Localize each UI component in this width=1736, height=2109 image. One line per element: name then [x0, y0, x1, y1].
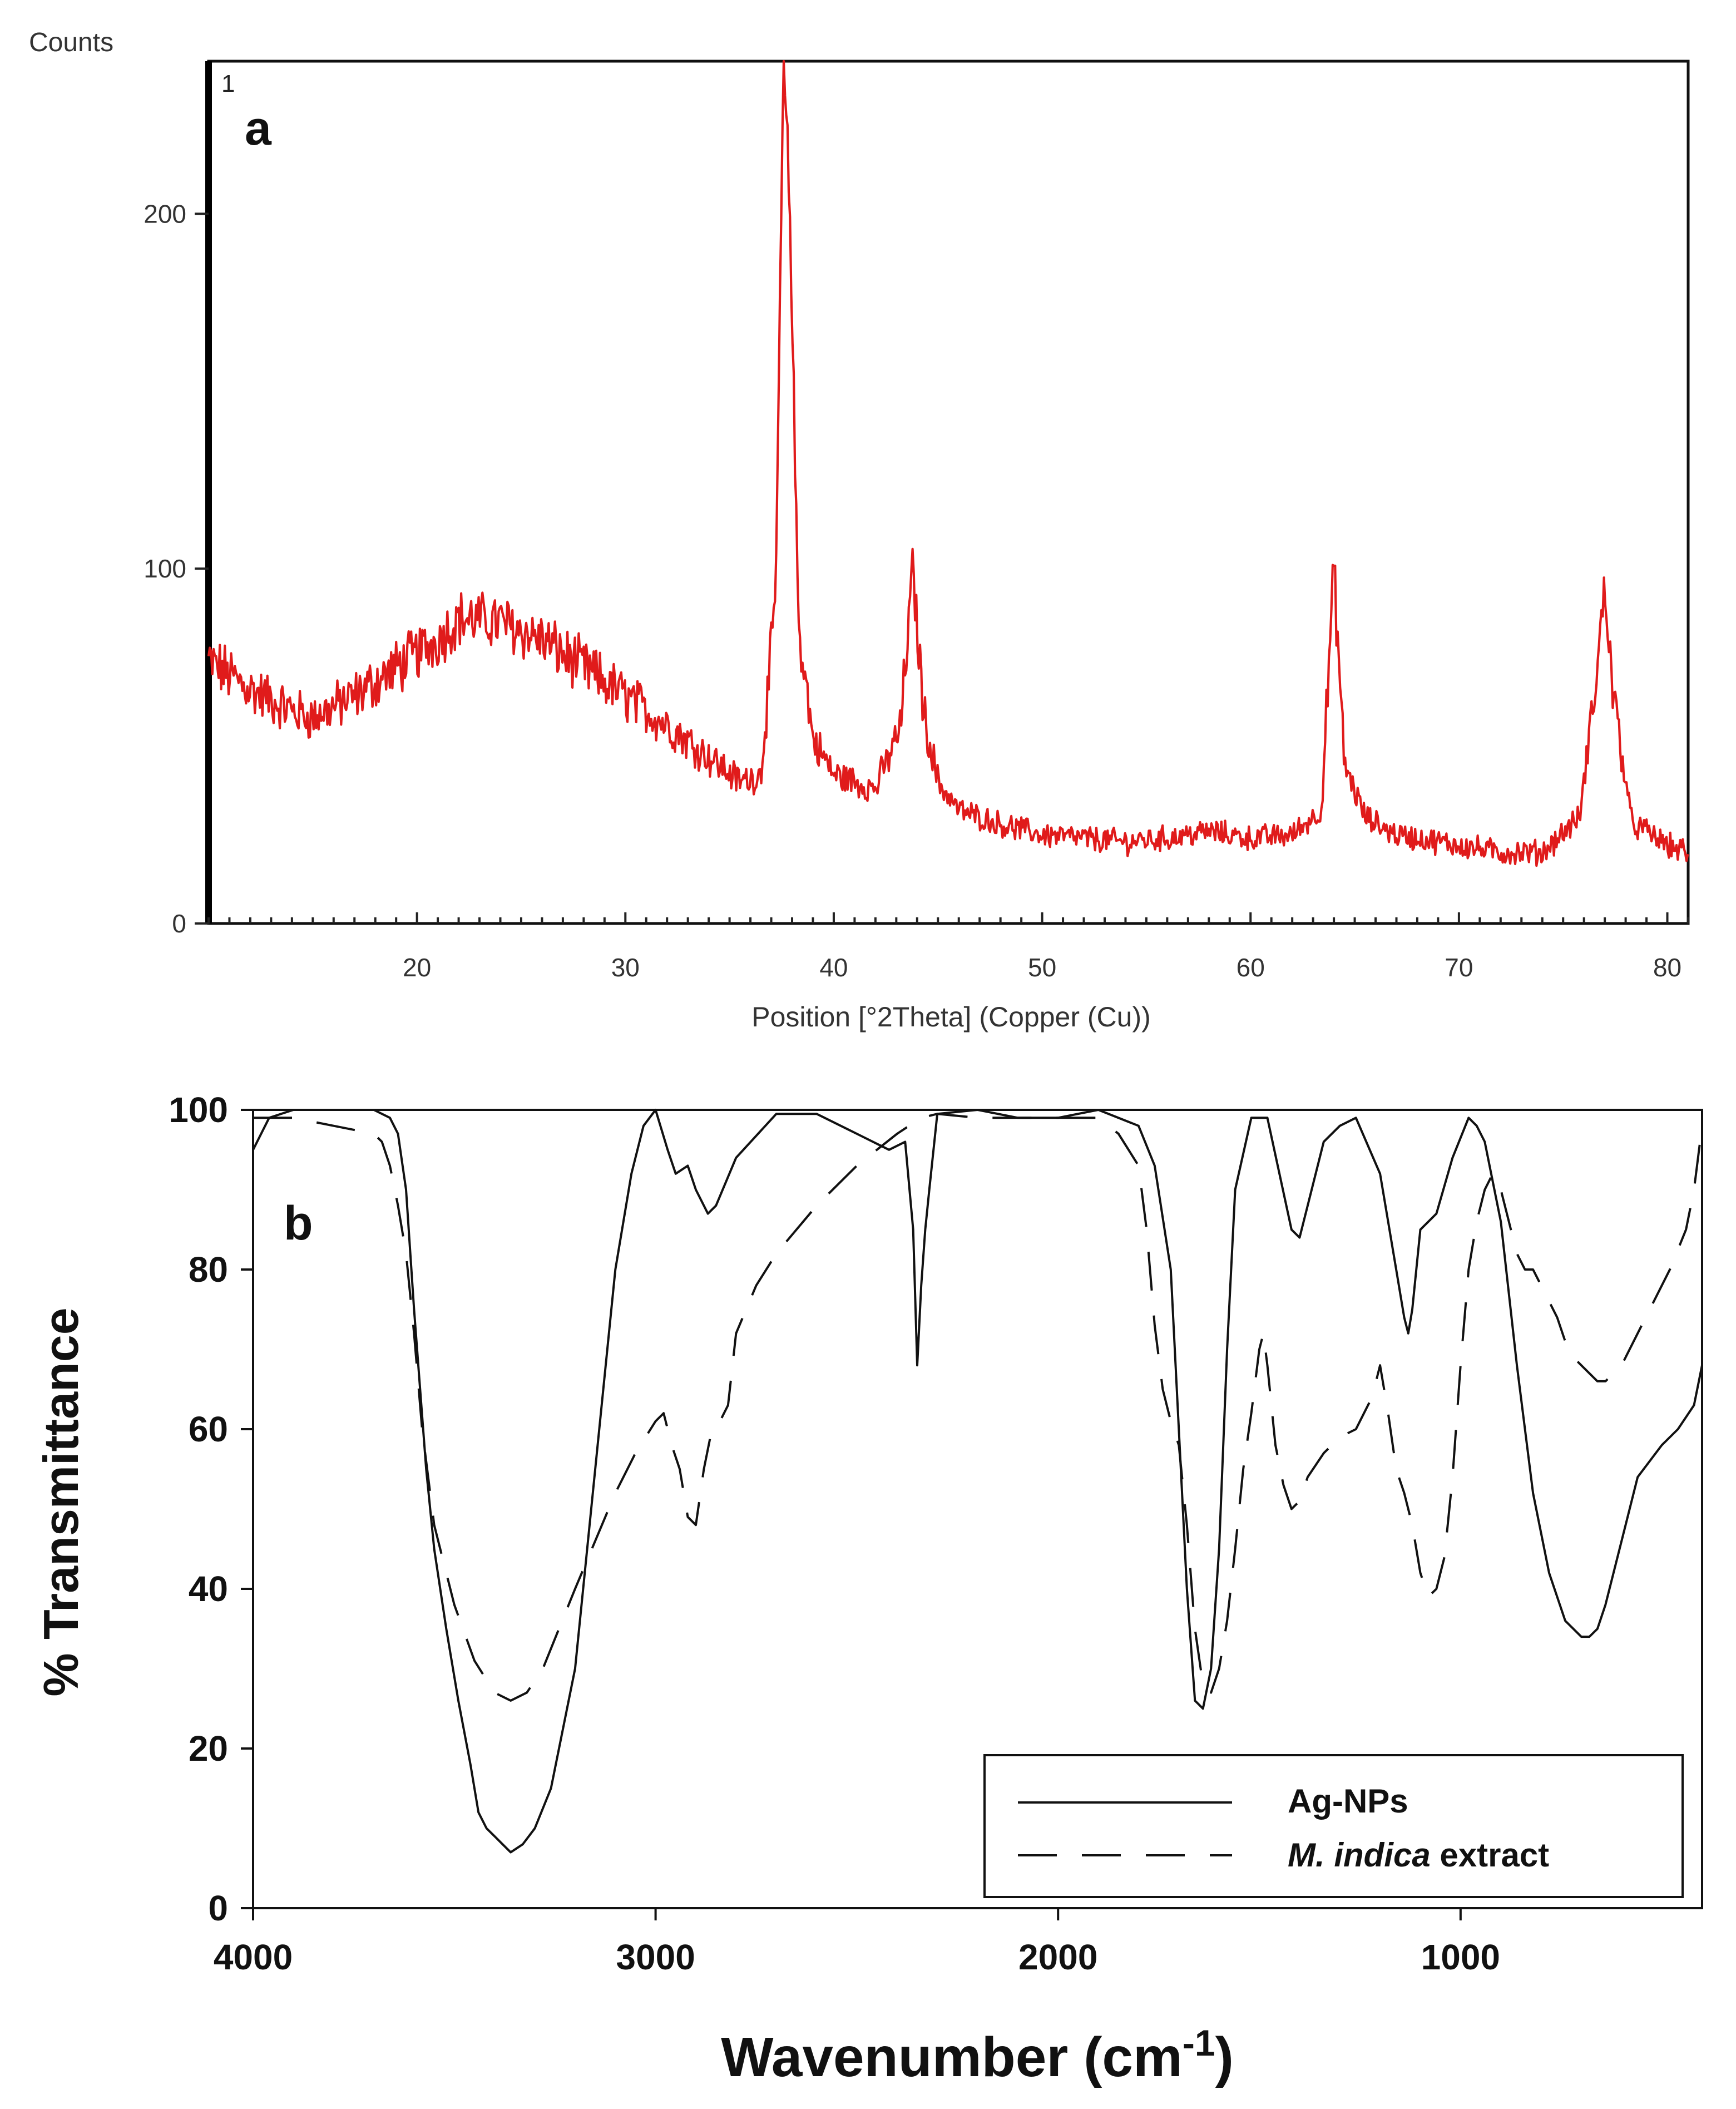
xrd-corner-label: 1 — [221, 70, 235, 97]
ftir-y-tick-label: 20 — [189, 1728, 228, 1769]
ftir-y-tick-label: 0 — [208, 1888, 228, 1928]
ftir-ticks: 4000 3000 2000 1000 0 20 40 60 80 100 — [169, 1090, 1500, 1977]
ftir-y-tick-label: 100 — [169, 1090, 228, 1130]
ftir-x-axis-label: Wavenumber (cm-1) — [721, 2022, 1234, 2088]
xrd-x-tick-label: 20 — [403, 953, 431, 982]
ftir-series — [252, 1109, 1703, 1854]
ftir-panel-label: b — [284, 1197, 313, 1250]
xrd-series — [207, 60, 1689, 867]
ftir-legend: Ag-NPs M. indica extract — [983, 1754, 1684, 1898]
ftir-y-tick-label: 60 — [189, 1409, 228, 1449]
xrd-x-tick-label: 70 — [1445, 953, 1473, 982]
xrd-ticks: 20 30 40 50 60 70 80 0 100 200 — [144, 199, 1689, 982]
xrd-x-tick-label: 40 — [819, 953, 848, 982]
xrd-x-tick-label: 30 — [611, 953, 640, 982]
xrd-y-axis-label: Counts — [29, 28, 113, 57]
xrd-y-tick-label: 200 — [144, 199, 186, 228]
ftir-x-tick-label: 2000 — [1018, 1937, 1097, 1977]
ftir-x-tick-label: 1000 — [1421, 1937, 1500, 1977]
xrd-pattern-line — [207, 60, 1689, 867]
xrd-x-tick-label: 80 — [1653, 953, 1681, 982]
xrd-x-axis-label: Position [°2Theta] (Copper (Cu)) — [751, 1001, 1151, 1033]
xrd-y-tick-label: 100 — [144, 554, 186, 583]
ftir-x-tick-label: 3000 — [616, 1937, 695, 1977]
ftir-x-tick-label: 4000 — [214, 1937, 293, 1977]
legend-box — [983, 1754, 1684, 1898]
xrd-x-tick-label: 50 — [1028, 953, 1056, 982]
ftir-panel: b 4000 3000 2000 1000 0 20 40 60 80 100 Ag-NPs M.… — [33, 1090, 1703, 2088]
legend-label-m-indica: M. indica extract — [1288, 1836, 1549, 1874]
xrd-y-tick-label: 0 — [172, 909, 186, 938]
xrd-panel-label: a — [245, 102, 272, 155]
xrd-panel: Counts 1 a 20 30 40 50 60 70 80 0 100 200 Positio… — [29, 28, 1690, 1033]
ftir-y-tick-label: 80 — [189, 1249, 228, 1290]
ftir-y-tick-label: 40 — [189, 1569, 228, 1609]
ftir-series-ag-nps — [252, 1109, 1703, 1854]
legend-label-ag-nps: Ag-NPs — [1288, 1782, 1408, 1820]
ftir-y-axis-label: % Transmittance — [33, 1307, 88, 1696]
xrd-x-tick-label: 60 — [1237, 953, 1265, 982]
ftir-series-m-indica — [253, 1113, 1703, 1702]
